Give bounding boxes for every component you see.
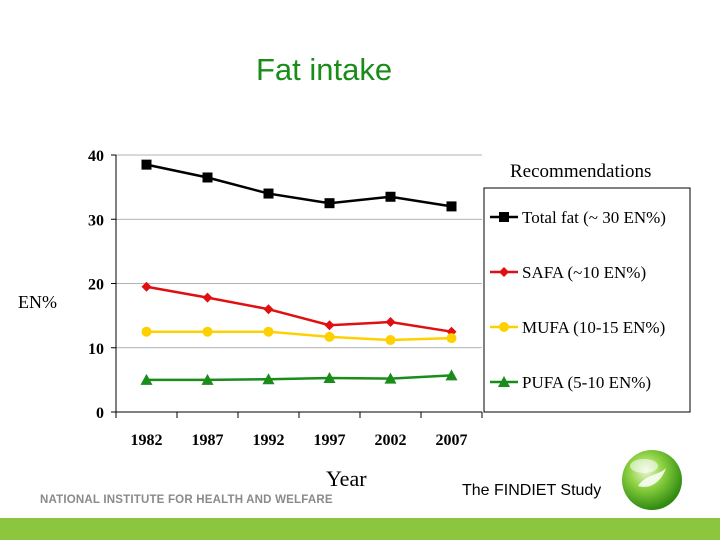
legend-entry: MUFA (10-15 EN%) [522,318,665,337]
data-point [141,281,152,292]
study-name: The FINDIET Study [462,482,602,499]
data-point [263,326,274,337]
data-point [201,373,214,385]
data-point [324,198,335,209]
legend-swatch-marker [499,322,509,332]
legend-swatch-marker [499,267,509,277]
data-point [262,373,275,385]
x-tick-label: 1997 [314,432,346,449]
x-tick-label: 1992 [253,432,285,449]
series-line [146,330,452,342]
y-tick-label: 30 [88,212,104,229]
x-tick-label: 1987 [192,432,224,449]
y-tick-label: 40 [88,148,104,165]
institute-name: NATIONAL INSTITUTE FOR HEALTH AND WELFAR… [40,494,333,506]
data-point [385,335,396,346]
data-point [324,331,335,342]
data-point [202,292,213,303]
legend-entry: Total fat (~ 30 EN%) [522,208,666,227]
footer-bar [0,518,720,540]
y-axis-label: EN% [18,292,57,312]
data-point [385,191,396,202]
data-point [141,326,152,337]
data-point [141,159,152,170]
data-point [263,188,274,199]
legend-box [483,187,691,413]
series-line [146,285,452,333]
data-point [202,326,213,337]
series-line [146,163,452,208]
y-tick-label: 10 [88,341,104,358]
legend-entry: SAFA (~10 EN%) [522,263,646,282]
series-line [146,374,452,382]
data-point [323,371,336,383]
legend-swatch-marker [498,376,510,387]
data-point [385,317,396,328]
x-tick-label: 2002 [375,432,407,449]
data-point [446,201,457,212]
legend-entry: PUFA (5-10 EN%) [522,373,651,392]
legend-swatch-marker [499,212,509,222]
data-point [140,373,153,385]
slide-title: Fat intake [255,52,393,87]
data-point [445,369,458,381]
data-point [263,304,274,315]
x-tick-label: 2007 [436,432,468,449]
data-point [446,333,457,344]
legend-title: Recommendations [510,161,651,182]
fat-intake-chart: 0 10 20 30 40 1982 1987 1992 1997 2002 2007 Recomme… [88,148,691,449]
data-point [384,372,397,384]
x-axis-label: Year [326,466,367,491]
y-tick-label: 20 [88,277,104,294]
y-tick-label: 0 [96,405,104,422]
data-point [202,172,213,183]
x-tick-label: 1982 [131,432,163,449]
data-point [324,320,335,331]
globe-logo-icon [622,450,682,510]
